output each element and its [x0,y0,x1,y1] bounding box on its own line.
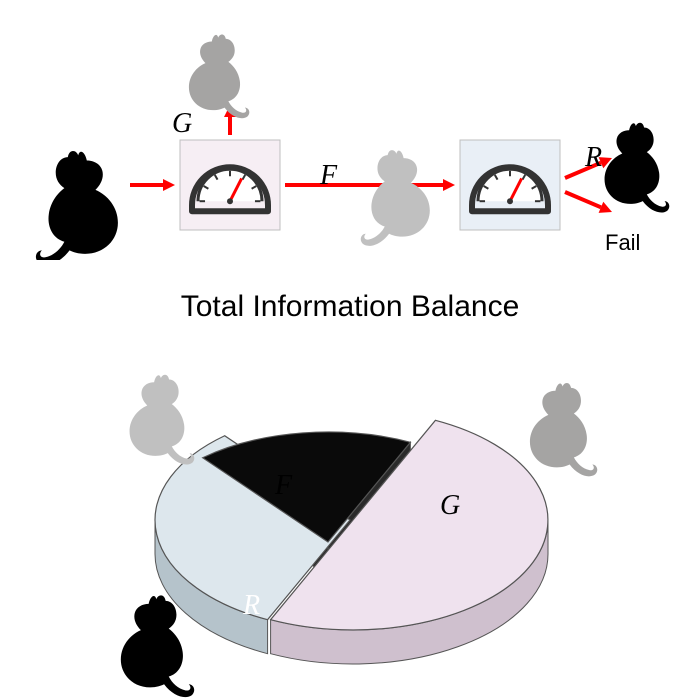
pie-label-G: G [440,490,460,522]
pie-label-R: R [243,590,260,622]
pie-label-F: F [275,470,292,502]
pie-chart [0,0,700,700]
